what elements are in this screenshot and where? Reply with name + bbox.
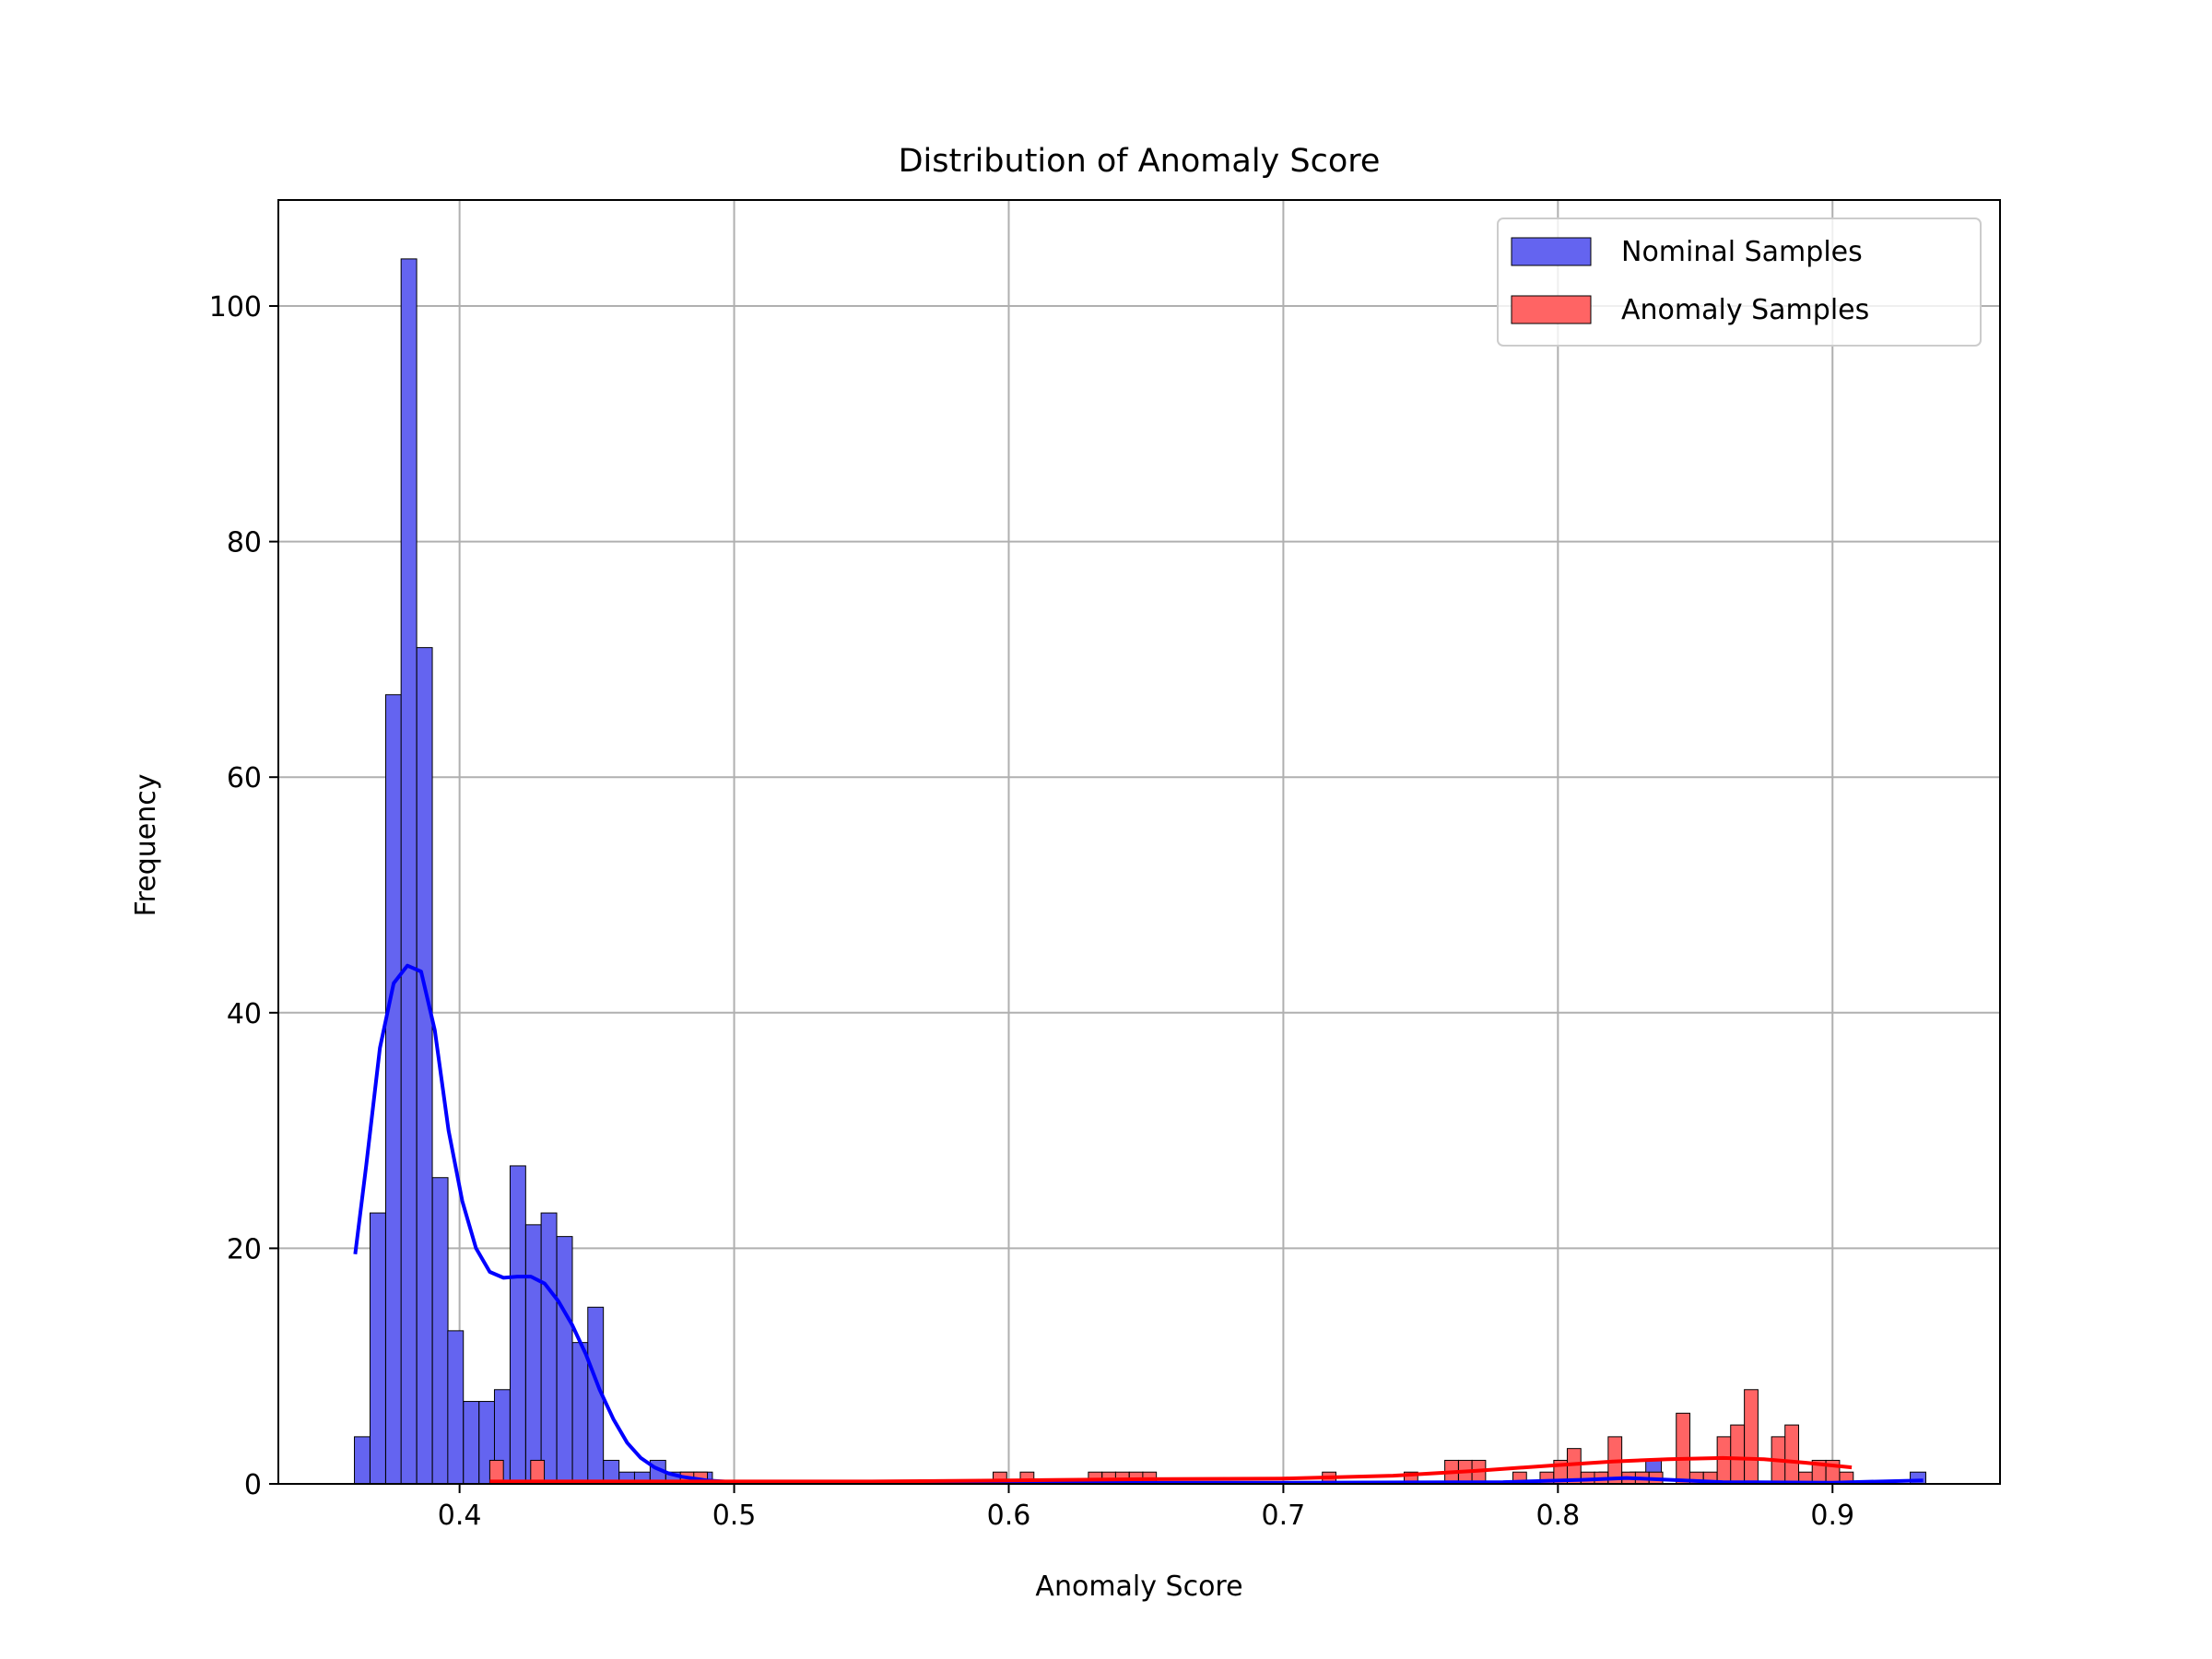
x-tick-label: 0.8 [1535, 1500, 1580, 1532]
anomaly-bar [1744, 1389, 1759, 1485]
legend: Nominal Samples Anomaly Samples [1497, 218, 1982, 347]
nominal-bar [540, 1212, 558, 1485]
nominal-bar [463, 1401, 480, 1485]
anomaly-kde-line [489, 1455, 1853, 1484]
legend-label-anomaly: Anomaly Samples [1621, 294, 1869, 326]
x-tick-label: 0.6 [987, 1500, 1031, 1532]
y-tick-label: 20 [227, 1233, 262, 1265]
x-tick-label: 0.5 [712, 1500, 757, 1532]
x-axis-label: Anomaly Score [1035, 1571, 1242, 1603]
y-axis-ticks: 0 20 40 60 80 100 [209, 291, 278, 1501]
nominal-bar [447, 1330, 465, 1485]
nominal-bar [571, 1342, 589, 1485]
legend-frame [1497, 218, 1982, 347]
nominal-bar [416, 647, 433, 1485]
anomaly-bar [1716, 1436, 1732, 1485]
x-axis-ticks: 0.4 0.5 0.6 0.7 0.8 0.9 [438, 1484, 1854, 1532]
legend-label-nominal: Nominal Samples [1621, 236, 1863, 268]
legend-swatch-nominal [1511, 237, 1592, 266]
plot-frame [277, 199, 2001, 1485]
legend-swatch-anomaly [1511, 295, 1592, 324]
nominal-bars [354, 258, 1926, 1485]
anomaly-bar [1730, 1424, 1746, 1485]
anomaly-bar [1676, 1412, 1691, 1485]
y-tick-label: 60 [227, 762, 262, 794]
y-tick-label: 80 [227, 527, 262, 559]
nominal-bar [524, 1224, 542, 1485]
x-tick-label: 0.9 [1810, 1500, 1854, 1532]
x-tick-label: 0.7 [1262, 1500, 1306, 1532]
kde-curves [353, 963, 1924, 1485]
x-tick-label: 0.4 [438, 1500, 482, 1532]
y-tick-label: 100 [209, 291, 262, 324]
nominal-bar [370, 1212, 386, 1485]
y-tick-label: 40 [227, 998, 262, 1030]
nominal-bar [431, 1177, 449, 1485]
y-axis-label: Frequency [130, 774, 162, 917]
nominal-bar [556, 1236, 573, 1485]
nominal-bar [509, 1165, 526, 1485]
chart-title: Distribution of Anomaly Score [899, 143, 1381, 180]
nominal-bar [384, 694, 402, 1485]
nominal-bar [400, 258, 418, 1485]
anomaly-bar [1784, 1424, 1800, 1485]
y-tick-label: 0 [244, 1469, 262, 1501]
nominal-bar [354, 1436, 371, 1485]
nominal-kde-line [353, 963, 1924, 1485]
